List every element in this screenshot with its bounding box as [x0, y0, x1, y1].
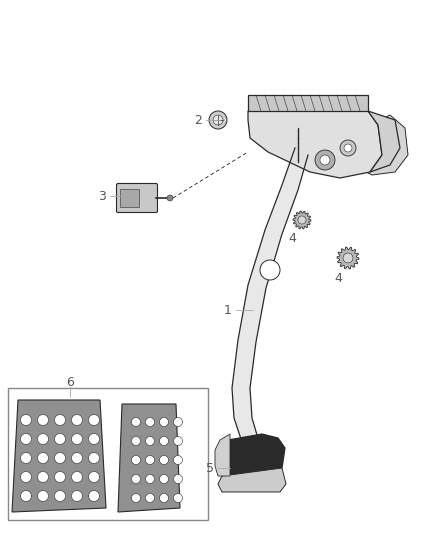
Circle shape [21, 415, 32, 425]
Bar [248, 95, 368, 111]
Text: 4: 4 [334, 271, 342, 285]
Circle shape [209, 111, 227, 129]
Circle shape [343, 253, 353, 263]
Circle shape [71, 453, 82, 464]
Circle shape [145, 437, 155, 446]
Circle shape [145, 417, 155, 426]
Text: 5: 5 [206, 462, 214, 474]
Circle shape [21, 472, 32, 482]
Circle shape [131, 417, 141, 426]
Circle shape [298, 216, 306, 224]
Polygon shape [358, 115, 408, 175]
Circle shape [159, 437, 169, 446]
Circle shape [71, 433, 82, 445]
Circle shape [54, 472, 66, 482]
Circle shape [145, 494, 155, 503]
Circle shape [71, 472, 82, 482]
Circle shape [54, 415, 66, 425]
Text: 4: 4 [288, 231, 296, 245]
Circle shape [173, 474, 183, 483]
Circle shape [54, 490, 66, 502]
Text: 1: 1 [224, 303, 232, 317]
Circle shape [173, 456, 183, 464]
Circle shape [21, 453, 32, 464]
Circle shape [173, 494, 183, 503]
Circle shape [159, 417, 169, 426]
Circle shape [131, 474, 141, 483]
Circle shape [340, 140, 356, 156]
Circle shape [159, 474, 169, 483]
Circle shape [38, 433, 49, 445]
Polygon shape [218, 468, 286, 492]
Circle shape [38, 490, 49, 502]
Circle shape [315, 150, 335, 170]
Circle shape [21, 433, 32, 445]
Circle shape [320, 155, 330, 165]
Circle shape [71, 490, 82, 502]
Circle shape [71, 415, 82, 425]
FancyBboxPatch shape [117, 183, 158, 213]
Polygon shape [368, 111, 400, 172]
Polygon shape [248, 111, 382, 178]
Bar [8, 388, 208, 520]
Text: 2: 2 [194, 114, 202, 126]
Circle shape [88, 453, 99, 464]
Circle shape [173, 417, 183, 426]
Circle shape [344, 144, 352, 152]
Circle shape [88, 433, 99, 445]
Polygon shape [222, 434, 285, 476]
Circle shape [54, 453, 66, 464]
Circle shape [145, 456, 155, 464]
Circle shape [54, 433, 66, 445]
Circle shape [88, 415, 99, 425]
Bar [120, 189, 139, 207]
Circle shape [173, 437, 183, 446]
Circle shape [131, 494, 141, 503]
Polygon shape [337, 247, 359, 269]
Text: 3: 3 [98, 190, 106, 203]
Polygon shape [118, 404, 180, 512]
Circle shape [38, 415, 49, 425]
Circle shape [38, 472, 49, 482]
Polygon shape [215, 434, 230, 476]
Circle shape [21, 490, 32, 502]
Circle shape [159, 456, 169, 464]
Polygon shape [12, 400, 106, 512]
Circle shape [159, 494, 169, 503]
Circle shape [131, 456, 141, 464]
Circle shape [145, 474, 155, 483]
Circle shape [167, 195, 173, 201]
Circle shape [88, 472, 99, 482]
Circle shape [88, 490, 99, 502]
Polygon shape [293, 211, 311, 229]
Circle shape [213, 115, 223, 125]
Polygon shape [232, 148, 308, 445]
Text: 6: 6 [66, 376, 74, 389]
Circle shape [38, 453, 49, 464]
Circle shape [260, 260, 280, 280]
Circle shape [131, 437, 141, 446]
